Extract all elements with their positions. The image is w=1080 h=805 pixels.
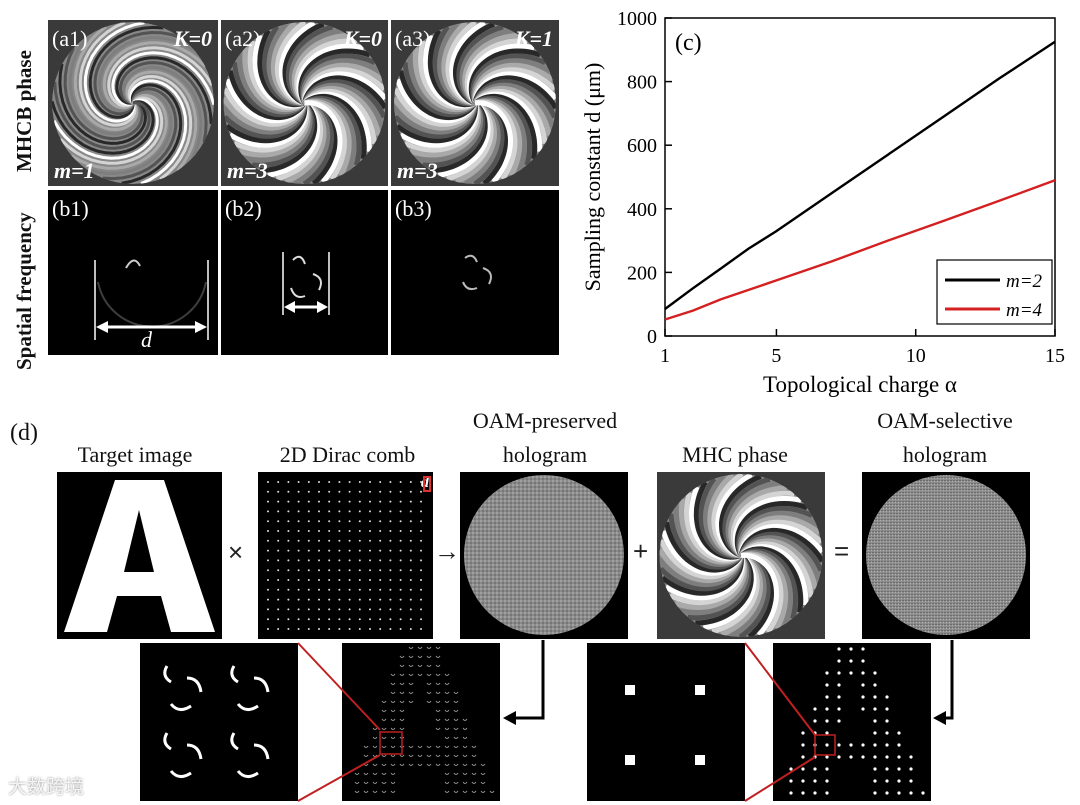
legend-entry-m2: m=2	[1006, 271, 1043, 292]
panel-a3-k-label: K=1	[514, 26, 553, 51]
panel-a3-tag: (a3)	[395, 26, 431, 51]
spatial-frequency-b1	[94, 259, 209, 340]
mhcb-phase-a1	[48, 20, 218, 186]
panel-b2: (b2)	[221, 190, 388, 355]
op-times: ×	[228, 537, 244, 567]
y-tick-label-1000: 1000	[617, 8, 657, 30]
panel-b3-tag: (b3)	[395, 196, 432, 221]
panel-a1-k-label: K=0	[173, 26, 212, 51]
caption-oam-preserved-1: OAM-preserved	[472, 408, 618, 433]
mhc-phase-image	[657, 472, 825, 639]
reconstruction-oam-selective	[773, 643, 931, 801]
watermark-logo: 大数跨境	[8, 776, 85, 798]
chart-y-axis-label: Sampling constant d (μm)	[580, 63, 605, 292]
panel-b1-tag: (b1)	[52, 196, 89, 221]
panel-d-tag: (d)	[10, 420, 38, 446]
spatial-frequency-b2	[282, 252, 330, 315]
y-tick-label-400: 400	[627, 199, 657, 221]
zoom-spatial-frequency-left	[140, 643, 298, 801]
zoom-spatial-frequency-right	[587, 643, 745, 801]
y-tick-label-200: 200	[627, 262, 657, 284]
series-line-m4	[664, 179, 1056, 321]
y-tick-label-0: 0	[647, 326, 657, 348]
oam-preserved-hologram	[460, 472, 628, 639]
caption-dirac-comb: 2D Dirac comb	[279, 442, 416, 467]
reconstruction-oam-preserved	[342, 643, 500, 801]
op-equals: =	[834, 536, 850, 566]
panel-a2-m-label: m=3	[227, 158, 268, 183]
panel-a2-tag: (a2)	[225, 26, 261, 51]
chart-plot-frame	[664, 17, 1056, 337]
row-b-side-label: Spatial frequency	[12, 212, 36, 370]
caption-oam-preserved-2: hologram	[502, 442, 588, 467]
panel-a1: (a1) K=0 m=1	[48, 20, 218, 186]
chart-legend: m=2 m=4	[936, 259, 1053, 325]
panel-b1: (b1) d	[48, 190, 218, 355]
x-tick-label-15: 15	[1045, 345, 1065, 367]
panel-a1-tag: (a1)	[52, 26, 88, 51]
panel-a1-m-label: m=1	[54, 158, 95, 183]
mhcb-phase-a3	[391, 20, 559, 186]
legend-entry-m4: m=4	[1006, 300, 1043, 321]
caption-oam-selective-1: OAM-selective	[877, 408, 1013, 433]
op-arrow: →	[434, 536, 460, 566]
panel-b2-tag: (b2)	[225, 196, 262, 221]
y-tick-label-800: 800	[627, 72, 657, 94]
panel-a3: (a3) K=1 m=3	[391, 20, 559, 186]
panel-a3-m-label: m=3	[397, 158, 438, 183]
x-tick-label-10: 10	[906, 345, 926, 367]
series-line-m2	[664, 40, 1056, 310]
x-tick-label-5: 5	[771, 345, 781, 367]
panel-a2-k-label: K=0	[343, 26, 382, 51]
y-tick-label-600: 600	[627, 135, 657, 157]
comb-d-label: d	[421, 474, 429, 491]
x-tick-label-1: 1	[660, 345, 670, 367]
target-letter: A	[57, 472, 58, 473]
chart-x-axis-label: Topological charge α	[763, 372, 957, 397]
spatial-frequency-b3	[462, 254, 492, 291]
panel-b1-d-label: d	[141, 327, 152, 352]
oam-selective-hologram	[862, 472, 1030, 639]
panel-a2: (a2) K=0 m=3	[221, 20, 388, 186]
caption-oam-selective-2: hologram	[902, 442, 988, 467]
panel-b3: (b3)	[391, 190, 559, 355]
caption-mhc-phase: MHC phase	[682, 442, 788, 467]
op-plus: +	[633, 536, 649, 566]
target-image: A	[57, 472, 222, 639]
caption-target-image: Target image	[77, 442, 193, 467]
dirac-comb: d	[258, 472, 433, 639]
mhcb-phase-a2	[221, 20, 388, 186]
chart-panel-tag: (c)	[675, 30, 702, 56]
row-a-side-label: MHCB phase	[12, 50, 36, 172]
